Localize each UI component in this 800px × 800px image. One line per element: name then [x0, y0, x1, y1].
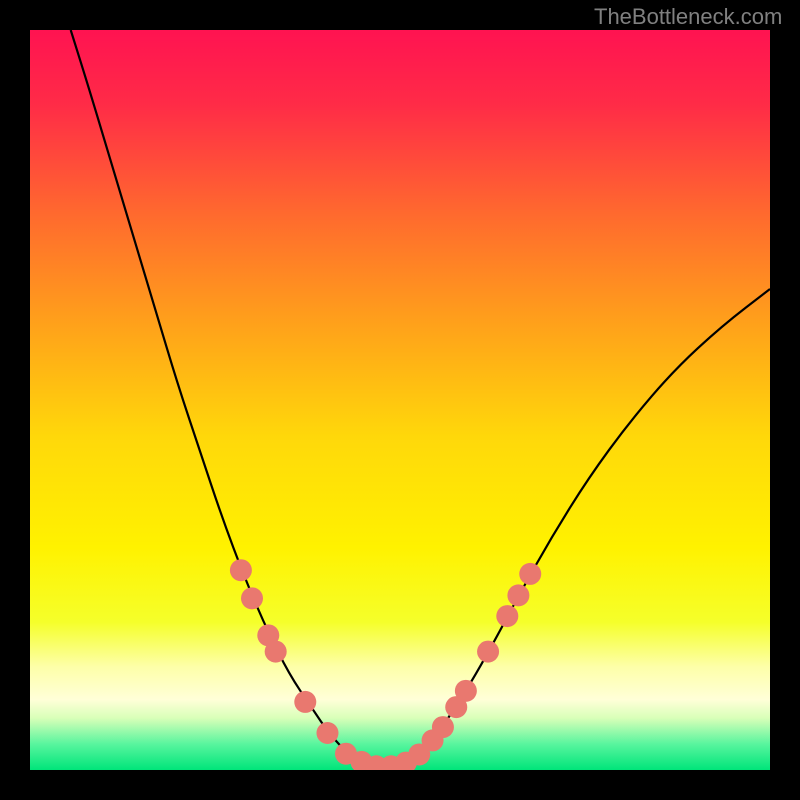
marker-dot [241, 587, 263, 609]
marker-dot [432, 716, 454, 738]
watermark-text: TheBottleneck.com [594, 4, 782, 30]
marker-dot [477, 641, 499, 663]
marker-dot [316, 722, 338, 744]
marker-dot [455, 680, 477, 702]
plot-background [30, 30, 770, 770]
marker-dot [496, 605, 518, 627]
bottleneck-chart [0, 0, 800, 800]
marker-dot [265, 641, 287, 663]
marker-dot [294, 691, 316, 713]
marker-dot [519, 563, 541, 585]
marker-dot [230, 559, 252, 581]
marker-dot [507, 584, 529, 606]
